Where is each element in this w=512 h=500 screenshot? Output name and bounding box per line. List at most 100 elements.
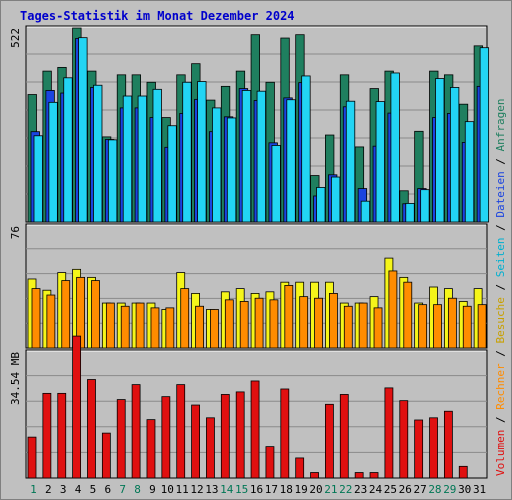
bar-seiten-day-17 [271, 145, 281, 223]
vertical-legend: Volumen / Rechner / Besuche / Seiten / D… [494, 98, 507, 476]
bar-volumen-day-10 [161, 396, 171, 479]
volume-panel: 34.54 MB [9, 335, 488, 479]
bar-rechner-day-27 [418, 304, 428, 349]
day-label-22: 22 [339, 483, 352, 496]
day-label-21: 21 [324, 483, 337, 496]
bar-seiten-day-30 [464, 121, 475, 223]
y-axis-max-label: 76 [9, 226, 22, 239]
bar-rechner-day-2 [46, 294, 56, 349]
bar-volumen-day-18 [280, 388, 290, 479]
bar-rechner-day-9 [150, 307, 160, 349]
bar-volumen-day-7 [116, 399, 126, 479]
bar-volumen-day-3 [57, 392, 67, 479]
bar-rechner-day-25 [388, 270, 398, 349]
day-label-13: 13 [205, 483, 218, 496]
y-axis-max-label: 522 [9, 28, 22, 48]
day-label-18: 18 [280, 483, 293, 496]
day-label-20: 20 [309, 483, 322, 496]
bar-seiten-day-5 [93, 84, 103, 223]
bar-seiten-day-22 [345, 100, 356, 223]
bar-rechner-day-12 [195, 305, 204, 349]
bar-seiten-day-26 [405, 203, 415, 223]
day-label-6: 6 [104, 483, 111, 496]
bar-rechner-day-7 [120, 305, 130, 349]
bar-rechner-day-18 [284, 284, 294, 349]
bar-volumen-day-6 [101, 432, 111, 479]
day-label-30: 30 [458, 483, 471, 496]
requests-files-pages-panel: 522 [9, 25, 490, 223]
bar-rechner-day-5 [91, 280, 100, 349]
legend-volumen: Volumen [494, 430, 507, 476]
bar-volumen-day-21 [325, 403, 334, 479]
bar-seiten-day-10 [167, 125, 177, 223]
bar-seiten-day-15 [241, 90, 252, 223]
bar-seiten-day-29 [449, 87, 460, 223]
bar-rechner-day-16 [254, 297, 264, 349]
legend-separator: / [494, 410, 507, 430]
legend-separator: / [494, 277, 507, 297]
bar-volumen-day-2 [42, 392, 52, 479]
day-label-26: 26 [399, 483, 412, 496]
day-label-25: 25 [384, 483, 397, 496]
bar-seiten-day-2 [48, 101, 58, 223]
bar-seiten-day-20 [316, 187, 326, 223]
bar-rechner-day-20 [314, 297, 323, 349]
bar-volumen-day-9 [146, 419, 156, 479]
bar-volumen-day-4 [72, 335, 82, 479]
bar-seiten-day-21 [331, 176, 341, 223]
bar-rechner-day-3 [61, 280, 71, 349]
bar-rechner-day-14 [224, 299, 234, 349]
bar-rechner-day-28 [433, 304, 442, 349]
bar-volumen-day-17 [265, 446, 275, 479]
day-label-19: 19 [294, 483, 307, 496]
bar-seiten-day-8 [137, 95, 147, 223]
bar-seiten-day-1 [33, 135, 43, 223]
bar-rechner-day-19 [299, 296, 309, 349]
y-axis-max-label: 34.54 MB [9, 352, 22, 405]
bar-volumen-day-22 [339, 394, 349, 479]
day-label-27: 27 [413, 483, 426, 496]
bar-seiten-day-12 [197, 81, 207, 223]
bar-seiten-day-27 [420, 189, 430, 223]
legend-separator: / [494, 151, 507, 171]
day-label-7: 7 [119, 483, 126, 496]
bar-rechner-day-21 [329, 293, 338, 349]
bar-volumen-day-5 [87, 379, 96, 479]
bar-volumen-day-11 [176, 384, 186, 479]
bar-rechner-day-24 [373, 307, 383, 349]
day-label-10: 10 [161, 483, 174, 496]
legend-text: Volumen / Rechner / Besuche / Seiten / D… [494, 98, 507, 476]
legend-dateien: Dateien [494, 171, 507, 217]
bar-seiten-day-31 [479, 47, 490, 223]
bar-volumen-day-29 [443, 410, 453, 479]
day-label-12: 12 [190, 483, 203, 496]
bar-seiten-day-13 [212, 107, 222, 223]
bar-volumen-day-1 [27, 436, 37, 479]
day-label-17: 17 [265, 483, 278, 496]
bar-rechner-day-1 [31, 288, 41, 349]
bar-seiten-day-6 [107, 139, 118, 223]
bar-seiten-day-23 [360, 200, 371, 223]
bar-seiten-day-28 [435, 78, 445, 223]
bar-volumen-day-24 [369, 472, 379, 479]
bar-volumen-day-19 [295, 457, 305, 479]
day-label-28: 28 [428, 483, 441, 496]
bar-rechner-day-31 [477, 304, 487, 349]
bar-volumen-day-30 [458, 465, 468, 479]
day-label-9: 9 [149, 483, 156, 496]
bar-seiten-day-7 [122, 95, 133, 223]
bar-volumen-day-26 [399, 400, 409, 479]
visits-hosts-panel: 76 [9, 223, 488, 349]
bar-rechner-day-23 [358, 302, 368, 349]
day-label-23: 23 [354, 483, 367, 496]
day-label-3: 3 [60, 483, 67, 496]
legend-separator: / [494, 344, 507, 364]
day-label-1: 1 [30, 483, 37, 496]
day-label-14: 14 [220, 483, 234, 496]
day-label-29: 29 [443, 483, 456, 496]
bar-seiten-day-24 [375, 101, 385, 223]
bar-seiten-day-4 [78, 37, 88, 223]
day-label-2: 2 [45, 483, 52, 496]
bar-volumen-day-13 [206, 417, 215, 479]
